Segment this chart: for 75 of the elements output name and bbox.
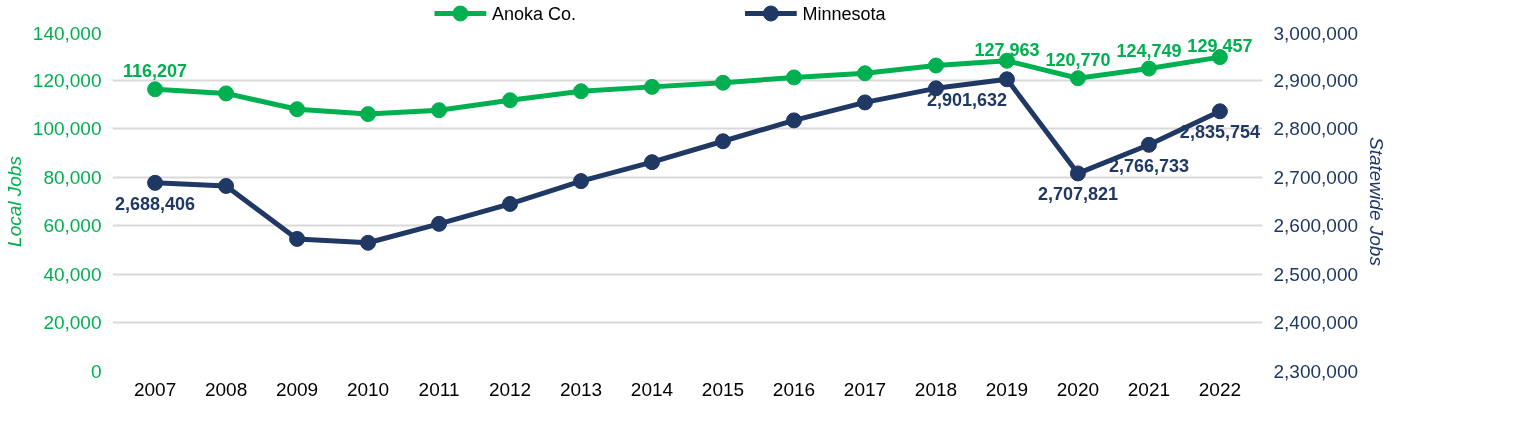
y2-axis-title: Statewide Jobs (1366, 137, 1388, 267)
y2-tick-label: 2,500,000 (1273, 263, 1359, 285)
point (431, 215, 448, 232)
y-tick-label: 80,000 (43, 166, 102, 188)
y2-tick-label: 3,000,000 (1273, 22, 1359, 44)
point (1140, 136, 1157, 153)
point (1140, 60, 1157, 77)
point (785, 69, 802, 86)
legend-label: Anoka Co. (492, 3, 577, 24)
point (714, 74, 731, 91)
data-label: 127,963 (974, 39, 1040, 60)
point (360, 106, 377, 123)
y2-tick-label: 2,400,000 (1273, 312, 1359, 334)
x-tick-label: 2014 (630, 378, 674, 400)
point (502, 92, 519, 109)
x-tick-label: 2015 (701, 378, 745, 400)
point (1069, 165, 1086, 182)
legend-label: Minnesota (802, 3, 887, 24)
point (218, 177, 235, 194)
point (502, 195, 519, 212)
x-tick-label: 2018 (914, 378, 958, 400)
point (289, 101, 306, 118)
point (431, 102, 448, 119)
point (644, 78, 661, 95)
y-tick-label: 100,000 (32, 118, 102, 140)
y-tick-label: 0 (90, 361, 102, 382)
point (785, 112, 802, 129)
point (218, 85, 235, 102)
point (573, 83, 590, 100)
y2-tick-label: 2,800,000 (1273, 118, 1359, 140)
point (289, 230, 306, 247)
x-tick-label: 2017 (843, 378, 887, 400)
x-tick-label: 2007 (133, 378, 177, 400)
data-label: 2,901,632 (926, 90, 1007, 111)
y-tick-label: 140,000 (32, 22, 102, 44)
point (998, 71, 1015, 88)
data-label: 120,770 (1045, 50, 1111, 71)
x-tick-label: 2020 (1056, 378, 1100, 400)
data-label: 2,835,754 (1179, 122, 1260, 143)
point (927, 57, 944, 74)
data-label: 2,688,406 (115, 193, 196, 214)
x-tick-label: 2019 (985, 378, 1029, 400)
x-tick-label: 2010 (346, 378, 390, 400)
y2-tick-label: 2,700,000 (1273, 166, 1359, 188)
point (147, 81, 164, 98)
point (147, 174, 164, 191)
point (856, 94, 873, 111)
y-tick-label: 40,000 (43, 263, 102, 285)
y-tick-label: 60,000 (43, 215, 102, 237)
point (644, 154, 661, 171)
data-label: 2,766,733 (1108, 155, 1189, 176)
y2-tick-label: 2,900,000 (1273, 69, 1359, 91)
y-tick-label: 20,000 (43, 312, 102, 334)
y-axis-title: Local Jobs (3, 155, 25, 247)
x-tick-label: 2009 (275, 378, 319, 400)
point (856, 65, 873, 82)
point (360, 234, 377, 251)
x-tick-label: 2013 (559, 378, 603, 400)
y-tick-label: 120,000 (32, 69, 102, 91)
data-label: 2,707,821 (1037, 184, 1118, 205)
y2-tick-label: 2,300,000 (1273, 361, 1359, 382)
point (714, 133, 731, 150)
data-label: 124,749 (1116, 40, 1182, 61)
y2-tick-label: 2,600,000 (1273, 215, 1359, 237)
x-tick-label: 2012 (488, 378, 532, 400)
x-tick-label: 2022 (1198, 378, 1242, 400)
point (1069, 70, 1086, 87)
x-tick-label: 2011 (418, 378, 460, 400)
x-tick-label: 2021 (1127, 378, 1171, 400)
x-tick-label: 2008 (204, 378, 248, 400)
data-label: 116,207 (123, 61, 188, 82)
point (1211, 103, 1228, 120)
x-tick-label: 2016 (772, 378, 816, 400)
point (573, 173, 590, 190)
data-label: 129,457 (1187, 36, 1253, 57)
